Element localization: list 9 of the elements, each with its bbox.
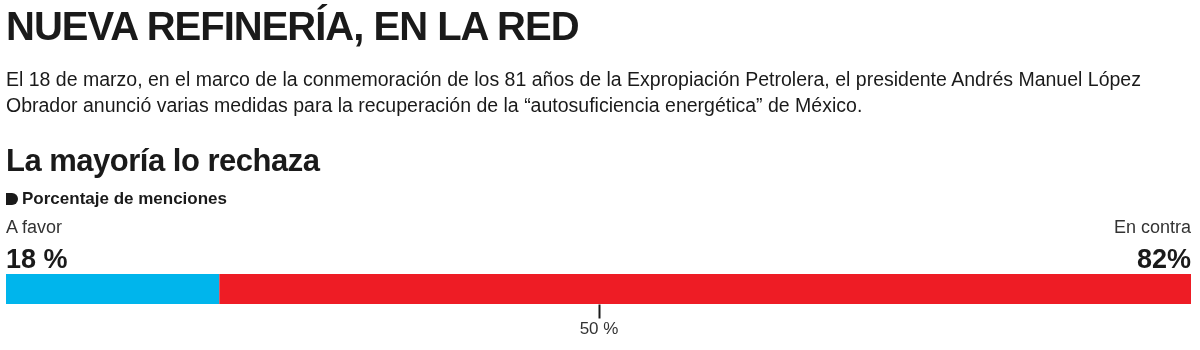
x-tick-label: 50 % xyxy=(579,318,619,338)
chart-title: NUEVA REFINERÍA, EN LA RED xyxy=(6,4,579,49)
data-label: 82% xyxy=(1136,244,1191,274)
text: En contra xyxy=(1113,217,1192,237)
text: A favor xyxy=(6,217,63,237)
text: Porcentaje de menciones xyxy=(22,189,228,209)
chart-subtitle: El 18 de marzo, en el marco de la conmemoración de los 81 años de la Expropiación Petrolera, el presidente Andrés Manuel López Obrador anunció varias medidas para la recuperación de la “autosuficiencia energética” de México. xyxy=(6,67,1142,118)
data-label: 18 % xyxy=(6,244,68,274)
text: La mayoría lo rechaza xyxy=(6,143,320,179)
